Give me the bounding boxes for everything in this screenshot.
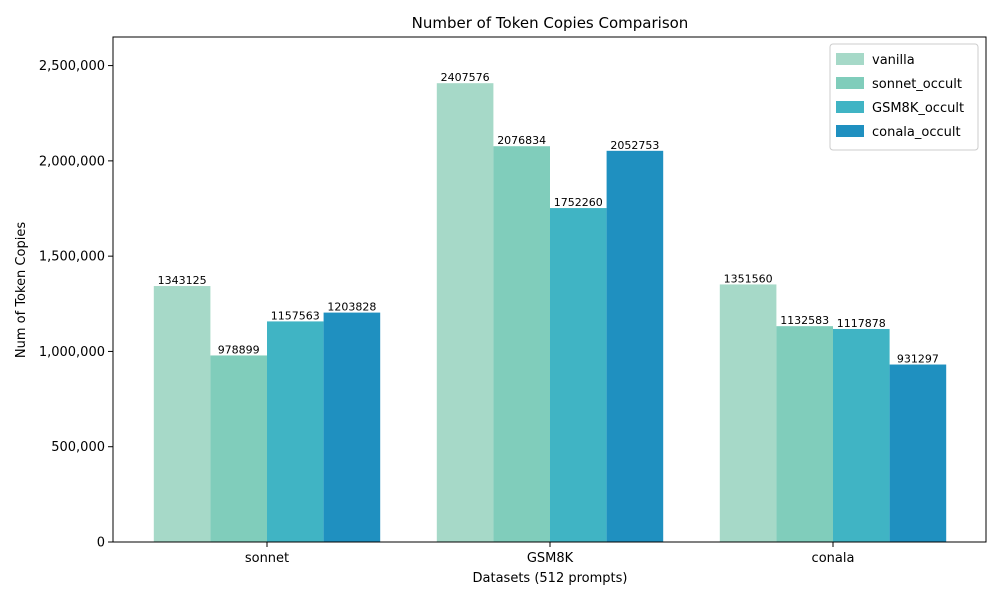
y-tick-label: 1,500,000 <box>39 250 105 265</box>
y-tick-label: 500,000 <box>51 440 105 455</box>
bar-GSM8K_occult-sonnet <box>267 321 324 542</box>
bar-vanilla-sonnet <box>153 286 211 542</box>
x-tick-label: sonnet <box>245 551 289 566</box>
data-label-conala_occult-GSM8K: 2052753 <box>610 139 659 152</box>
data-label-vanilla-conala: 1351560 <box>724 272 773 285</box>
data-label-GSM8K_occult-GSM8K: 1752260 <box>554 196 603 209</box>
legend-box <box>829 43 979 151</box>
x-tick-label: GSM8K <box>527 551 574 566</box>
legend-label-vanilla: vanilla <box>872 53 915 68</box>
data-label-vanilla-sonnet: 1343125 <box>158 274 207 287</box>
bar-conala_occult-conala <box>889 364 947 542</box>
y-tick-label: 1,000,000 <box>39 345 105 360</box>
chart-title: Number of Token Copies Comparison <box>412 14 689 32</box>
y-axis-title: Num of Token Copies <box>14 222 29 358</box>
y-tick-label: 2,000,000 <box>39 154 105 169</box>
x-axis-title: Datasets (512 prompts) <box>473 571 628 586</box>
bar-conala_occult-sonnet <box>323 312 381 542</box>
data-label-GSM8K_occult-sonnet: 1157563 <box>271 309 320 322</box>
bar-vanilla-GSM8K <box>436 83 494 542</box>
y-tick-label: 2,500,000 <box>39 59 105 74</box>
data-label-conala_occult-sonnet: 1203828 <box>327 301 376 314</box>
x-tick-label: conala <box>812 551 855 566</box>
legend-swatch-conala_occult <box>836 125 864 137</box>
bar-sonnet_occult-conala <box>776 326 833 542</box>
data-label-sonnet_occult-sonnet: 978899 <box>218 343 260 356</box>
plot-frame <box>112 36 987 543</box>
legend-swatch-sonnet_occult <box>836 77 864 89</box>
bars <box>153 83 947 543</box>
y-tick-label: 0 <box>97 536 105 551</box>
legend-swatch-GSM8K_occult <box>836 101 864 113</box>
legend-swatch-vanilla <box>836 53 864 65</box>
bar-sonnet_occult-sonnet <box>210 355 267 542</box>
data-label-conala_occult-conala: 931297 <box>897 353 939 366</box>
data-labels: 1343125 978899 1157563 1203828 2407576 207683… <box>158 71 939 365</box>
bar-GSM8K_occult-GSM8K <box>550 208 607 543</box>
legend-label-GSM8K_occult: GSM8K_occult <box>872 101 964 116</box>
bar-sonnet_occult-GSM8K <box>493 146 550 543</box>
data-label-GSM8K_occult-conala: 1117878 <box>837 317 886 330</box>
bar-conala_occult-GSM8K <box>606 150 664 542</box>
legend-label-conala_occult: conala_occult <box>872 125 961 140</box>
bar-GSM8K_occult-conala <box>833 328 890 542</box>
axes: sonnet GSM8K conala 0 500,000 1,000,000 1,500,… <box>39 36 987 566</box>
data-label-sonnet_occult-conala: 1132583 <box>780 314 829 327</box>
data-label-sonnet_occult-GSM8K: 2076834 <box>497 134 546 147</box>
legend-label-sonnet_occult: sonnet_occult <box>872 77 962 92</box>
data-label-vanilla-GSM8K: 2407576 <box>441 71 490 84</box>
legend: vanilla sonnet_occult GSM8K_occult conala_o… <box>829 43 979 151</box>
bar-vanilla-conala <box>719 284 777 542</box>
